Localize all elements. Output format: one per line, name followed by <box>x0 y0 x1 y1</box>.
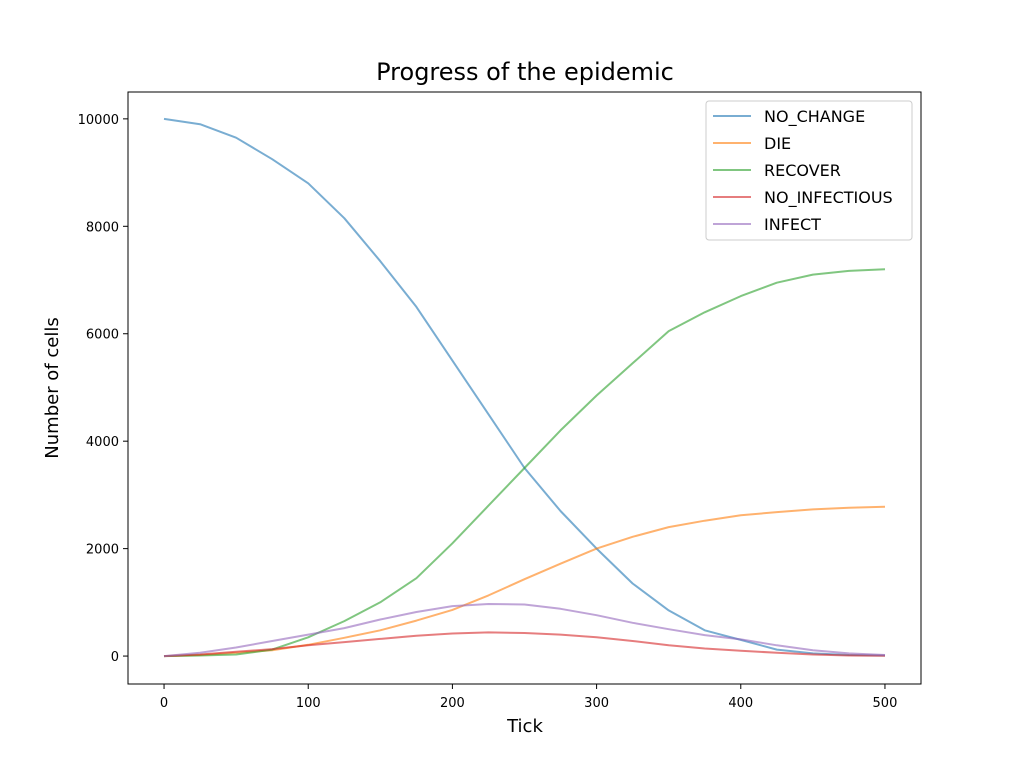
x-tick-label: 0 <box>160 696 168 711</box>
legend-label: NO_INFECTIOUS <box>764 188 893 208</box>
y-tick-label: 10000 <box>78 113 119 128</box>
y-tick-label: 4000 <box>86 435 119 450</box>
x-tick-label: 300 <box>584 696 609 711</box>
legend-label: DIE <box>764 134 791 153</box>
series-line-infect <box>163 603 886 658</box>
x-tick-label: 400 <box>728 696 753 711</box>
series-line-recover <box>163 268 886 658</box>
legend: NO_CHANGE DIE RECOVER NO_INFECTIOUS INFECT <box>705 100 913 241</box>
x-axis-ticks: 0 100 200 300 400 500 <box>160 684 897 711</box>
x-tick-label: 500 <box>873 696 898 711</box>
x-tick-label: 200 <box>440 696 465 711</box>
y-tick-label: 0 <box>111 650 119 665</box>
y-tick-label: 2000 <box>86 543 119 558</box>
chart-title: Progress of the epidemic <box>376 58 674 86</box>
y-tick-label: 6000 <box>86 328 119 343</box>
legend-label: NO_CHANGE <box>764 107 865 127</box>
y-axis-ticks: 0 2000 4000 6000 8000 10000 <box>78 113 128 665</box>
legend-label: INFECT <box>764 215 821 234</box>
x-tick-label: 100 <box>296 696 321 711</box>
legend-box <box>705 100 913 241</box>
y-tick-label: 8000 <box>86 220 119 235</box>
x-axis-label: Tick <box>506 716 543 737</box>
series-line-no-infectious <box>163 631 886 658</box>
legend-label: RECOVER <box>764 161 841 180</box>
plot-frame <box>127 91 922 685</box>
y-axis-label: Number of cells <box>42 317 63 458</box>
series-layer <box>163 117 886 658</box>
